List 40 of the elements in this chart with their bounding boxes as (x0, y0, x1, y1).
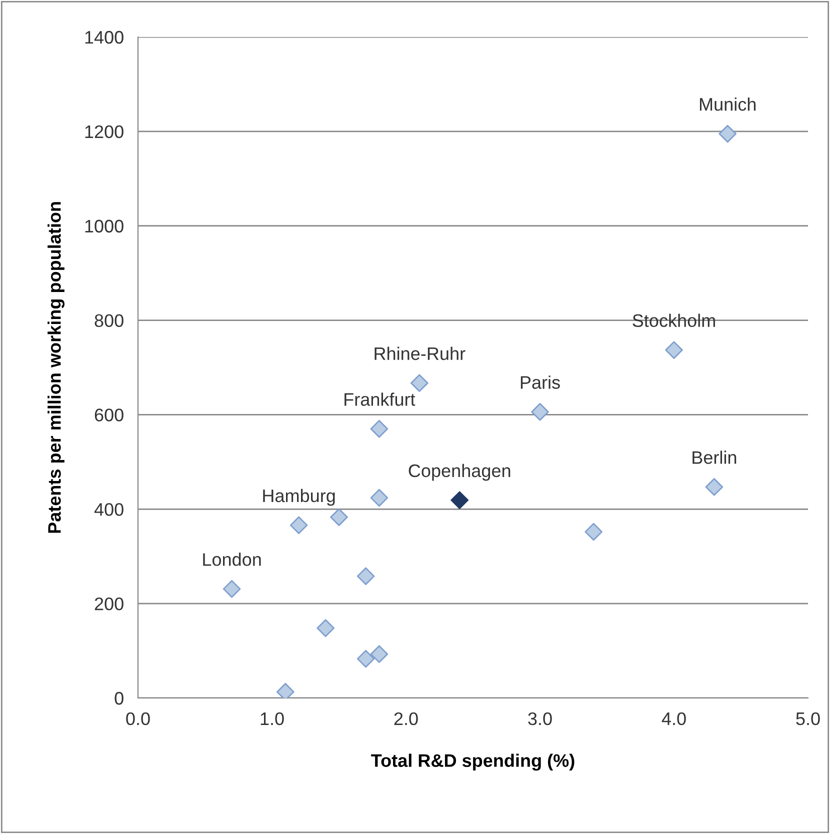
point (410, 374, 428, 392)
x-tick-label: 2.0 (394, 712, 418, 726)
annotation: Munich (700, 98, 756, 111)
y-tick-label: 0 (114, 692, 124, 705)
annotation: Frankfurt (344, 392, 416, 406)
point (531, 402, 549, 421)
y-tick-label: 200 (94, 598, 124, 610)
annotation: Rhine-Ruhr (374, 346, 466, 360)
point (665, 341, 683, 359)
point (356, 567, 375, 586)
point (450, 491, 469, 510)
point (316, 619, 335, 638)
y-tick-label: 1000 (85, 220, 124, 233)
x-tick-label: 4.0 (662, 712, 686, 726)
point (718, 124, 737, 143)
point (584, 522, 603, 541)
x-tick-label: 0.0 (126, 712, 150, 726)
y-tick-label: 1200 (85, 125, 124, 138)
y-tick-label: 400 (94, 503, 124, 516)
point (370, 488, 388, 507)
point (290, 516, 308, 534)
x-tick-label: 5.0 (796, 712, 820, 726)
y-tick-label: 600 (94, 408, 124, 422)
point (705, 478, 724, 496)
point (330, 508, 348, 526)
x-tick-label: 1.0 (260, 712, 284, 726)
annotation: Hamburg (263, 488, 335, 506)
point (370, 645, 388, 663)
y-axis-title: Patents per million working population (48, 202, 65, 533)
point (222, 580, 241, 598)
annotation: Copenhagen (408, 464, 510, 481)
point (370, 420, 388, 438)
annotation: Paris (520, 376, 560, 389)
y-tick-label: 1400 (85, 30, 124, 44)
point (356, 650, 375, 668)
annotation: London (203, 552, 261, 566)
x-axis-title: Total R&D spending (%) (371, 754, 574, 771)
x-tick-label: 3.0 (528, 712, 552, 726)
y-tick-label: 800 (94, 314, 124, 328)
annotation: Berlin (692, 450, 736, 464)
